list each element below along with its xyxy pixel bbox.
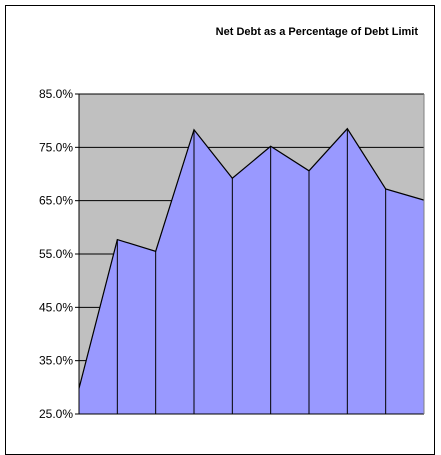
y-tick-label: 55.0% [39,247,73,261]
y-tick-label: 85.0% [39,87,73,101]
y-tick-labels: 85.0% 75.0% 65.0% 55.0% 45.0% 35.0% 25.0% [39,87,73,421]
chart-title: Net Debt as a Percentage of Debt Limit [216,26,419,38]
y-tick-label: 25.0% [39,407,73,421]
series-line [78,127,425,389]
y-tick-label: 65.0% [39,194,73,208]
axes [75,93,425,415]
y-tick-label: 75.0% [39,140,73,154]
area-fill [79,128,424,414]
y-tick-label: 35.0% [39,354,73,368]
y-tick-label: 45.0% [39,300,73,314]
